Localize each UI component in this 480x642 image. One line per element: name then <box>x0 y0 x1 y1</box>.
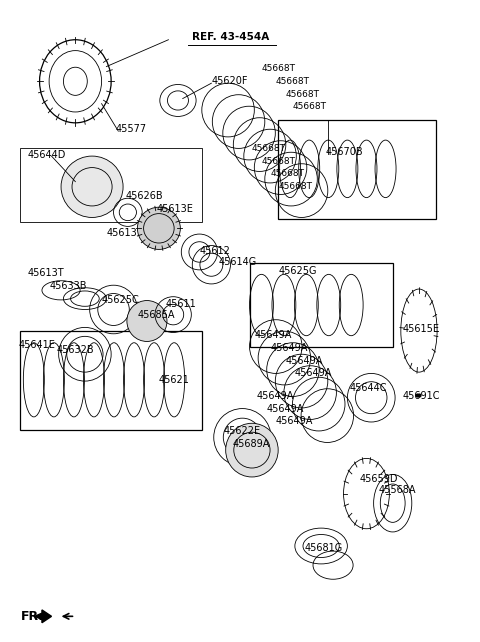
Text: 45668T: 45668T <box>276 77 310 86</box>
Text: 45668T: 45668T <box>271 169 305 178</box>
Text: 45668T: 45668T <box>252 144 286 153</box>
Text: 45649A: 45649A <box>266 404 304 413</box>
Text: 45622E: 45622E <box>223 426 261 436</box>
Text: 45685A: 45685A <box>137 309 175 320</box>
Ellipse shape <box>137 207 180 249</box>
Text: 45621: 45621 <box>159 375 190 385</box>
Text: 45670B: 45670B <box>326 146 363 157</box>
Bar <box>21 148 202 222</box>
Polygon shape <box>35 610 51 623</box>
Text: 45620F: 45620F <box>211 76 248 86</box>
Text: 45568A: 45568A <box>378 485 416 496</box>
Bar <box>278 119 436 219</box>
Text: 45649A: 45649A <box>285 356 323 366</box>
Text: 45668T: 45668T <box>278 182 312 191</box>
Text: 45644C: 45644C <box>350 383 387 393</box>
Text: 45668T: 45668T <box>292 102 326 111</box>
Text: 45649A: 45649A <box>254 330 292 340</box>
Text: 45613T: 45613T <box>28 268 64 278</box>
Text: 45612: 45612 <box>199 246 230 256</box>
Text: 45626B: 45626B <box>125 191 163 202</box>
Text: 45649A: 45649A <box>295 369 332 378</box>
Text: 45632B: 45632B <box>56 345 94 355</box>
Text: 45641E: 45641E <box>18 340 55 351</box>
Text: 45668T: 45668T <box>285 90 319 99</box>
Bar <box>250 263 393 347</box>
Text: 45577: 45577 <box>116 125 147 134</box>
Bar <box>21 331 202 429</box>
Text: 45668T: 45668T <box>262 157 296 166</box>
Ellipse shape <box>226 423 278 477</box>
Text: 45691C: 45691C <box>402 392 440 401</box>
Text: 45681G: 45681G <box>304 543 343 553</box>
Text: 45625C: 45625C <box>102 295 139 305</box>
Text: 45611: 45611 <box>166 299 197 309</box>
Text: 45644D: 45644D <box>28 150 66 160</box>
Ellipse shape <box>61 156 123 218</box>
Text: 45649A: 45649A <box>271 343 308 353</box>
Text: 45615E: 45615E <box>402 324 439 334</box>
Text: 45614G: 45614G <box>218 257 257 267</box>
Text: FR.: FR. <box>21 610 44 623</box>
Text: 45689A: 45689A <box>233 438 270 449</box>
Text: 45659D: 45659D <box>360 474 398 484</box>
Text: 45625G: 45625G <box>278 266 317 276</box>
Ellipse shape <box>127 300 167 342</box>
Text: 45633B: 45633B <box>49 281 86 291</box>
Text: 45613E: 45613E <box>156 204 193 214</box>
Text: 45668T: 45668T <box>262 64 296 73</box>
Text: 45649A: 45649A <box>257 391 294 401</box>
Text: REF. 43-454A: REF. 43-454A <box>192 31 270 42</box>
Text: 45613: 45613 <box>107 228 137 238</box>
Text: 45649A: 45649A <box>276 417 313 426</box>
